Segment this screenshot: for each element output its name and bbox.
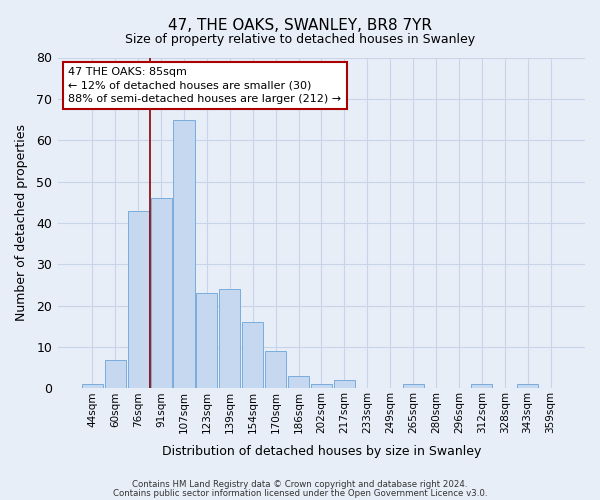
Bar — [82, 384, 103, 388]
Y-axis label: Number of detached properties: Number of detached properties — [15, 124, 28, 322]
Bar — [517, 384, 538, 388]
Text: 47 THE OAKS: 85sqm
← 12% of detached houses are smaller (30)
88% of semi-detache: 47 THE OAKS: 85sqm ← 12% of detached hou… — [68, 68, 341, 104]
Bar — [265, 352, 286, 389]
Bar — [196, 294, 217, 388]
Text: 47, THE OAKS, SWANLEY, BR8 7YR: 47, THE OAKS, SWANLEY, BR8 7YR — [168, 18, 432, 32]
Bar — [151, 198, 172, 388]
Bar — [334, 380, 355, 388]
Bar — [219, 289, 241, 388]
Bar — [242, 322, 263, 388]
Bar — [311, 384, 332, 388]
Bar — [288, 376, 309, 388]
Bar — [173, 120, 194, 388]
Bar — [403, 384, 424, 388]
Text: Contains HM Land Registry data © Crown copyright and database right 2024.: Contains HM Land Registry data © Crown c… — [132, 480, 468, 489]
Bar — [471, 384, 493, 388]
Text: Contains public sector information licensed under the Open Government Licence v3: Contains public sector information licen… — [113, 488, 487, 498]
Text: Size of property relative to detached houses in Swanley: Size of property relative to detached ho… — [125, 32, 475, 46]
X-axis label: Distribution of detached houses by size in Swanley: Distribution of detached houses by size … — [162, 444, 481, 458]
Bar — [105, 360, 126, 388]
Bar — [128, 210, 149, 388]
